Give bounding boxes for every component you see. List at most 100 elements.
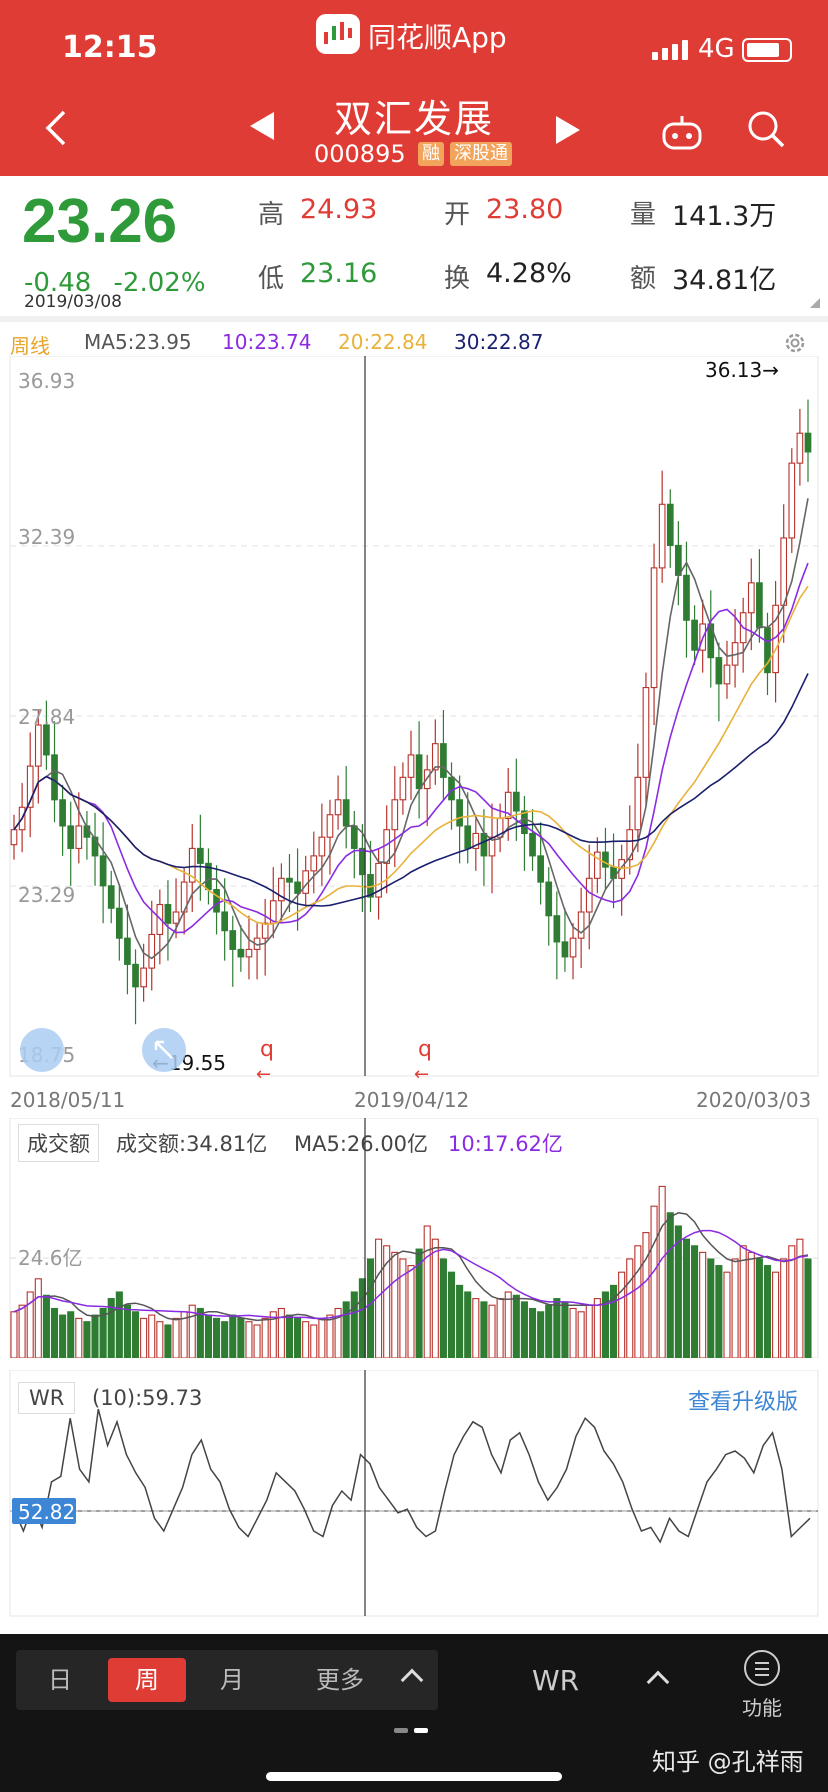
network-type: 4G [698, 34, 735, 64]
candle-body [480, 832, 488, 857]
open-value: 23.80 [486, 194, 564, 225]
candle-body [164, 903, 172, 924]
volume-ma10: 10:17.62亿 [448, 1132, 563, 1156]
candle-body [602, 851, 609, 868]
wr-indicator-button[interactable]: WR [18, 1382, 76, 1414]
menu-icon[interactable] [744, 1650, 780, 1686]
volume-bar [59, 1314, 67, 1358]
volume-bar [569, 1307, 577, 1358]
high-value: 24.93 [300, 194, 378, 225]
candle-body [569, 937, 577, 958]
volume-bar [156, 1321, 164, 1358]
volume-bar [229, 1314, 237, 1358]
change-percent: -2.02% [113, 268, 206, 298]
indicator-wr-button[interactable]: WR [532, 1664, 580, 1697]
volume-bar [75, 1317, 83, 1358]
volume-bar [496, 1298, 504, 1358]
candle-body [488, 836, 496, 857]
volume-bar [140, 1317, 148, 1358]
volume-bar [739, 1245, 747, 1358]
volume-bar [601, 1291, 609, 1358]
dividend-marker-q: q [418, 1037, 432, 1062]
period-day-button[interactable]: 日 [48, 1666, 72, 1694]
volume-bar [658, 1185, 666, 1358]
candle-body [747, 582, 755, 614]
prev-stock-icon[interactable] [250, 112, 274, 140]
candle-body [51, 754, 58, 801]
chevron-up-icon[interactable] [646, 1670, 670, 1694]
date-end: 2020/03/03 [696, 1088, 812, 1112]
volume-bar [326, 1314, 334, 1358]
volume-bar [67, 1311, 75, 1358]
volume-bar [699, 1251, 707, 1358]
upgrade-link[interactable]: 查看升级版 [688, 1390, 799, 1415]
next-stock-icon[interactable] [556, 116, 580, 144]
date-mid: 2019/04/12 [354, 1088, 470, 1112]
candle-body [34, 724, 42, 767]
candle-body [464, 825, 472, 849]
volume-label: 量 [630, 200, 657, 230]
volume-bar [585, 1304, 593, 1358]
candle-body [472, 832, 480, 849]
volume-bar [310, 1324, 318, 1358]
wr-chart[interactable]: 52.82 [0, 1370, 828, 1620]
wr-value: (10):59.73 [92, 1386, 203, 1410]
candle-body [666, 503, 674, 546]
candle-body [326, 814, 334, 838]
home-indicator[interactable] [266, 1772, 562, 1781]
period-month-button[interactable]: 月 [220, 1666, 244, 1694]
ma30-legend: 30:22.87 [454, 330, 544, 354]
volume-bar [26, 1291, 34, 1358]
volume-bar [407, 1265, 415, 1358]
back-icon[interactable] [40, 108, 74, 148]
volume-bar [99, 1307, 107, 1358]
candle-body [456, 799, 463, 827]
volume-bar [447, 1271, 456, 1358]
bottom-toolbar: 日 周 月 更多 WR 功能 知乎 @孔祥雨 [0, 1634, 828, 1792]
robot-icon[interactable] [660, 112, 704, 152]
candle-body [188, 847, 196, 883]
app-logo-icon [316, 14, 360, 54]
candle-body [504, 791, 512, 820]
period-week-button[interactable]: 周 [108, 1658, 186, 1702]
search-icon[interactable] [746, 108, 786, 152]
volume-bar [164, 1324, 172, 1358]
volume-bar [488, 1304, 496, 1358]
y-tick-label: 32.39 [18, 525, 75, 549]
dividend-marker-q: q [260, 1037, 274, 1062]
wr-marker-value: 52.82 [18, 1500, 75, 1524]
candle-body [213, 889, 220, 913]
candle-body [148, 933, 156, 969]
volume-bar [634, 1245, 642, 1358]
candle-body [43, 724, 50, 756]
volume-bar [131, 1311, 140, 1358]
y-tick-label: 23.29 [18, 883, 75, 907]
battery-icon [742, 38, 792, 62]
candle-body [675, 544, 682, 576]
volume-bar [431, 1238, 439, 1358]
volume-bar [237, 1317, 245, 1358]
source-app-name[interactable]: 同花顺App [368, 21, 507, 54]
volume-bar [18, 1304, 26, 1358]
period-more-button[interactable]: 更多 [316, 1666, 364, 1694]
volume-indicator-button[interactable]: 成交额 [18, 1124, 99, 1162]
divider [0, 316, 828, 322]
gear-icon[interactable] [782, 330, 808, 356]
volume-bar [383, 1245, 391, 1358]
quote-panel: 23.26 -0.48 -2.02% 2019/03/08 高 24.93 开 … [0, 176, 828, 316]
candle-body [334, 799, 342, 816]
volume-bar [715, 1265, 723, 1358]
expand-corner-icon[interactable] [810, 298, 820, 308]
volume-bar [213, 1317, 221, 1358]
function-label[interactable]: 功能 [742, 1696, 782, 1720]
max-annotation: 36.13→ [705, 358, 779, 382]
period-label[interactable]: 周线 [10, 334, 50, 358]
volume-bar [691, 1245, 699, 1358]
quote-date: 2019/03/08 [24, 292, 122, 312]
volume-chart[interactable]: 24.6亿 [0, 1118, 828, 1358]
turnover-value: 4.28% [486, 258, 572, 289]
candlestick-chart[interactable]: 36.93 32.39 27.84 23.29 18.75 36.13→ ←19… [0, 356, 828, 1086]
candle-body [537, 855, 544, 883]
volume-bar [204, 1314, 212, 1358]
ma10-legend: 10:23.74 [222, 330, 312, 354]
